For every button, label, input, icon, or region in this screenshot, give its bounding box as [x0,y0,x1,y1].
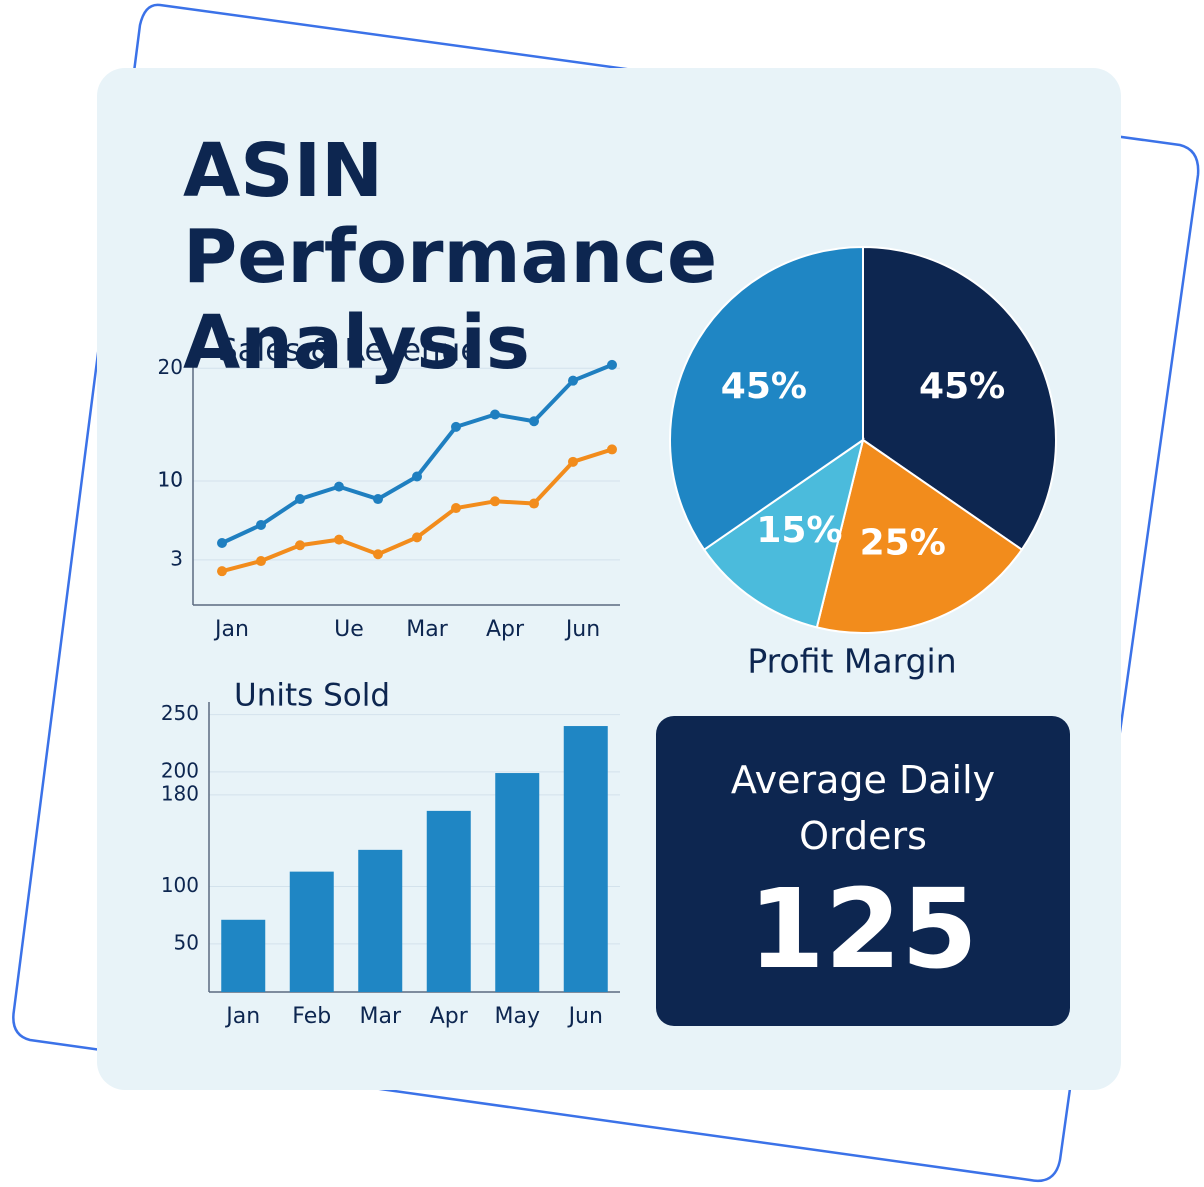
slice-label: 45% [919,366,1005,407]
line-point [451,503,461,514]
line-point [256,519,266,530]
line-point [295,540,305,551]
line-point [490,409,500,420]
line-point [295,494,305,505]
pie-slice [669,245,864,552]
kpi-card: Average Daily Orders 125 [656,716,1070,1026]
x-tick-label: Mar [359,1004,401,1029]
bar [289,871,334,992]
y-tick-label: 200 [161,758,199,782]
y-tick-label: 250 [161,701,199,725]
line-point [373,549,383,560]
x-tick-label: Apr [430,1004,469,1029]
line-point [334,481,344,492]
x-tick-label: Apr [486,617,525,642]
line-point [451,421,461,432]
y-tick-label: 20 [158,355,183,379]
y-tick-label: 10 [158,468,183,492]
page-title: ASIN Performance Analysis [183,128,718,386]
line-point [529,498,539,509]
line-point [568,375,578,386]
chart-title: Units Sold [234,678,390,714]
line-point [490,496,500,507]
line-point [256,556,266,567]
kpi-label: Average Daily Orders [730,758,996,858]
decorative-frame [12,3,1200,1183]
line-point [334,534,344,545]
y-tick-label: 10 [158,468,183,492]
line-point [607,444,617,455]
line-point [373,494,383,505]
line-point [529,416,539,427]
y-tick-label: 3 [170,546,183,570]
y-tick-label: 180 [161,781,199,805]
pie-slice [815,438,1024,634]
chart-title: Sales & Revenue [218,333,479,369]
bar [495,773,540,992]
line-point [217,538,227,548]
slice-label: 45% [721,366,807,407]
chart-title: Profit Margin [747,642,956,681]
pie-slice [862,245,1057,552]
y-tick-label: 100 [161,873,199,897]
line-point [412,532,422,543]
slice-label: 25% [860,523,946,564]
pie-slice [702,437,865,629]
x-tick-label: Jun [564,617,600,642]
slice-label: 15% [756,510,842,551]
x-tick-label: Jun [567,1004,603,1029]
line-point [568,456,578,467]
bar [358,849,403,992]
y-tick-label: 50 [174,930,199,954]
kpi-value: 125 [748,865,978,993]
bar [221,919,266,992]
x-tick-label: Ue [334,617,364,642]
line-point [412,471,422,482]
x-tick-label: Jan [224,1004,260,1029]
x-tick-label: Mar [406,617,448,642]
bar [563,726,608,992]
x-tick-label: May [495,1004,540,1029]
line-point [607,359,617,370]
x-tick-label: Jan [213,617,249,642]
x-tick-label: Feb [292,1004,331,1029]
bar [426,810,471,992]
line-point [217,566,227,577]
